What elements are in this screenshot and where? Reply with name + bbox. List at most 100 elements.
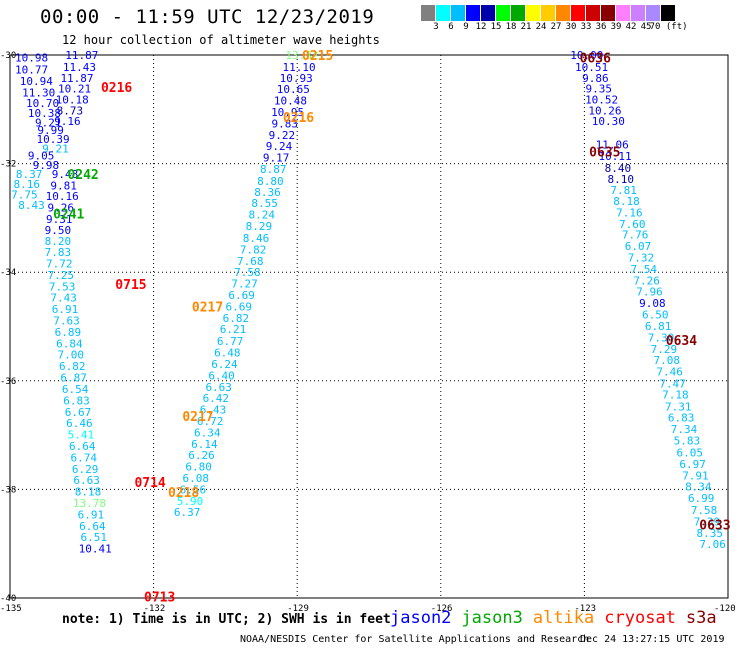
- legend-entry-altika: altika: [532, 608, 595, 628]
- color-swatch: [481, 5, 496, 21]
- color-scale-label: 70 (ft): [649, 22, 688, 32]
- swh-value: 10.41: [79, 543, 112, 556]
- swh-value: 6.81: [645, 320, 672, 333]
- swh-value: 9.22: [269, 129, 296, 142]
- color-swatch: [601, 5, 616, 21]
- swh-value: 6.08: [182, 472, 209, 485]
- swh-value: 7.72: [46, 258, 73, 271]
- swh-value: 6.26: [188, 449, 215, 462]
- swh-value: 7.39: [694, 515, 721, 528]
- swh-value: 7.16: [616, 206, 643, 219]
- swh-value: 7.46: [656, 366, 683, 379]
- color-swatch: [661, 5, 676, 21]
- swh-value: 8.55: [251, 197, 278, 210]
- swh-value: 9.83: [272, 117, 299, 130]
- swh-value: 10.39: [37, 133, 70, 146]
- time-label: 0216: [101, 81, 132, 96]
- time-labels: 0215 0216 0217 0217 0218 0216 0715 0714 0713 0242…: [53, 49, 731, 605]
- swh-value: 6.77: [217, 335, 244, 348]
- color-swatch: [451, 5, 466, 21]
- lon-tick-label: -123: [574, 604, 596, 614]
- swh-value: 6.51: [81, 531, 108, 544]
- color-scale-label: 39: [610, 22, 622, 32]
- swh-value: 6.72: [197, 415, 224, 428]
- swh-value: 6.48: [214, 347, 241, 360]
- color-swatch: [646, 5, 661, 21]
- color-swatch: [511, 5, 526, 21]
- swh-value: 9.24: [266, 140, 293, 153]
- lon-tick-label: -126: [431, 604, 453, 614]
- swh-value: 7.18: [662, 388, 689, 401]
- lat-tick-label: -32: [0, 160, 16, 170]
- swh-value: 7.68: [237, 255, 264, 268]
- swh-value: 8.36: [254, 186, 281, 199]
- swh-value: 7.34: [671, 423, 698, 436]
- timestamp-footer: Dec 24 13:27:15 UTC 2019: [580, 634, 725, 645]
- swh-value: 10.94: [20, 75, 53, 88]
- swh-value: 7.47: [659, 378, 686, 391]
- color-scale-label: 18: [505, 22, 517, 32]
- axis-ticks: -30 -32 -34 -36 -38 -40-135 -132 -129 -126 -123 -1…: [0, 51, 736, 614]
- swh-value: 6.83: [63, 394, 90, 407]
- swh-value: 10.16: [46, 190, 79, 203]
- color-scale-label: 27: [550, 22, 562, 32]
- swh-value: 9.21: [42, 142, 69, 155]
- swh-value: 9.50: [45, 224, 72, 237]
- swh-value: 8.18: [613, 195, 640, 208]
- swh-value: 6.40: [208, 369, 235, 382]
- color-swatch: [436, 5, 451, 21]
- swh-value: 9.86: [582, 72, 609, 85]
- swh-value: 7.91: [682, 469, 709, 482]
- legend-entry-s3a: s3a: [685, 608, 717, 628]
- color-scale-label: 15: [490, 22, 502, 32]
- swh-value: 7.43: [50, 292, 77, 305]
- swh-value: 8.20: [45, 235, 72, 248]
- color-scale-label: 30: [565, 22, 577, 32]
- swh-value: 7.82: [240, 243, 267, 256]
- swh-value: 11.43: [63, 61, 96, 74]
- swh-value: 10.95: [271, 106, 304, 119]
- color-swatch: [526, 5, 541, 21]
- swh-value: 8.73: [57, 104, 84, 117]
- swh-value: 6.69: [228, 289, 255, 302]
- legend-entry-jason2: jason2: [390, 608, 452, 628]
- swh-value: 8.34: [685, 481, 712, 494]
- swh-value: 7.29: [651, 343, 678, 356]
- swh-value: 9.21: [35, 116, 62, 129]
- color-scale-label: 3: [433, 22, 439, 32]
- swh-value: 6.46: [66, 417, 93, 430]
- legend-entry-jason3: jason3: [461, 608, 523, 628]
- color-swatch: [586, 5, 601, 21]
- color-scale-label: 42: [625, 22, 637, 32]
- swh-value: 10.51: [575, 61, 608, 74]
- swh-value: 6.29: [72, 463, 99, 476]
- swh-value: 6.37: [174, 506, 201, 519]
- swh-value: 8.10: [608, 173, 635, 186]
- page-title: 00:00 - 11:59 UTC 12/23/2019: [40, 6, 375, 28]
- swh-value: 6.42: [203, 392, 230, 405]
- swh-value: 8.35: [697, 527, 724, 540]
- swh-value: 9.08: [639, 297, 666, 310]
- swh-value: 6.14: [191, 438, 218, 451]
- time-label: 0636: [580, 52, 611, 67]
- swh-value: 5.90: [177, 495, 204, 508]
- swh-value: 11.87: [60, 72, 93, 85]
- swh-value: 7.60: [619, 218, 646, 231]
- data-points: 10.0010.519.869.3510.5210.2610.3011.0610…: [11, 49, 726, 556]
- swh-value: 7.83: [45, 246, 72, 259]
- swh-value: 6.43: [200, 404, 227, 417]
- swh-value: 6.83: [668, 412, 695, 425]
- lat-tick-label: -38: [0, 485, 16, 495]
- color-scale-label: 45: [640, 22, 652, 32]
- swh-value: 10.48: [274, 95, 307, 108]
- swh-value: 10.93: [280, 72, 313, 85]
- color-swatch: [421, 5, 436, 21]
- color-scale-label: 36: [595, 22, 607, 32]
- swh-value: 10.30: [592, 115, 625, 128]
- lon-tick-label: -129: [287, 604, 309, 614]
- swh-value: 8.87: [260, 163, 287, 176]
- swh-value: 6.24: [211, 358, 238, 371]
- swh-value: 6.74: [70, 451, 97, 464]
- swh-value: 5.83: [674, 435, 701, 448]
